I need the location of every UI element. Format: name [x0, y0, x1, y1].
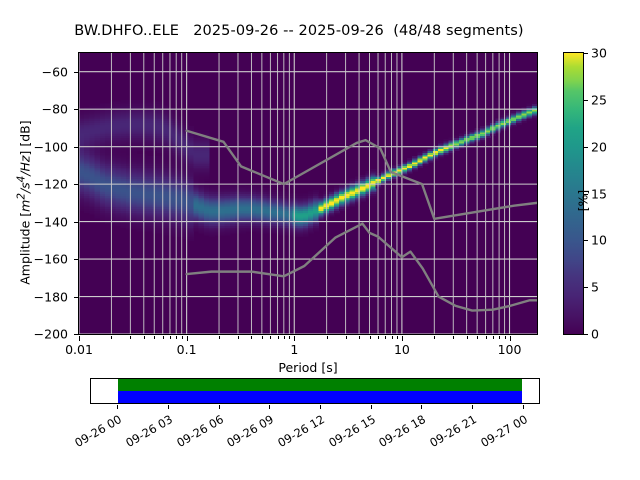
x-tick-mark — [485, 336, 487, 339]
x-tick-mark — [504, 336, 506, 339]
colorbar-tick-label: 0 — [591, 326, 599, 342]
timeline-tick-mark — [472, 405, 474, 409]
x-tick-mark — [359, 336, 361, 339]
colorbar-tick-label: 15 — [591, 186, 607, 201]
timeline-axes — [90, 378, 540, 404]
timeline-tick-mark — [117, 405, 118, 409]
timeline-tick-mark — [167, 405, 169, 409]
colorbar — [563, 52, 584, 335]
x-tick-mark — [289, 336, 291, 339]
x-tick-label: 1 — [290, 342, 299, 357]
x-tick-label: 0.01 — [65, 342, 93, 357]
colorbar-tick-label: 5 — [591, 279, 599, 295]
x-tick-mark — [111, 336, 113, 339]
x-tick-mark — [477, 336, 479, 339]
y-tick-label: −60 — [41, 64, 68, 80]
colorbar-tick-mark — [584, 287, 588, 289]
x-tick-mark — [154, 336, 156, 339]
y-tick-mark — [74, 221, 78, 223]
x-tick-mark — [453, 336, 455, 339]
y-tick-mark — [74, 334, 78, 335]
x-tick-mark — [434, 336, 436, 339]
x-tick-mark — [251, 336, 253, 339]
x-tick-mark — [170, 336, 171, 339]
x-tick-mark — [143, 336, 145, 339]
x-tick-mark — [378, 336, 379, 339]
data-coverage-blue — [117, 391, 522, 403]
ppsd-axes — [78, 52, 538, 335]
colorbar-tick-label: 10 — [591, 232, 607, 248]
x-tick-label: 10 — [393, 342, 410, 357]
colorbar-label: [%] — [575, 189, 591, 212]
colorbar-tick-mark — [584, 99, 588, 101]
data-coverage-green — [117, 379, 522, 391]
timeline-tick-mark — [421, 405, 423, 409]
x-tick-mark — [130, 336, 132, 339]
y-tick-mark — [74, 184, 78, 186]
colorbar-tick-label: 30 — [591, 45, 607, 61]
colorbar-tick-label: 25 — [591, 92, 607, 108]
y-tick-label: −100 — [33, 139, 68, 155]
colorbar-tick-mark — [584, 240, 588, 242]
x-axis-label: Period [s] — [278, 360, 338, 375]
x-tick-mark — [186, 336, 188, 341]
y-tick-label: −180 — [33, 289, 68, 304]
y-tick-mark — [74, 259, 78, 261]
ppsd-plot-canvas — [79, 53, 537, 334]
x-tick-mark — [401, 336, 403, 341]
timeline-tick-mark — [522, 405, 524, 409]
x-tick-mark — [219, 336, 220, 339]
y-tick-label: −140 — [33, 214, 68, 230]
x-tick-label: 100 — [497, 342, 522, 357]
y-tick-mark — [74, 296, 78, 298]
colorbar-tick-label: 20 — [591, 139, 607, 155]
y-tick-label: −200 — [33, 326, 68, 342]
x-tick-mark — [397, 336, 398, 339]
x-tick-mark — [466, 336, 468, 339]
colorbar-tick-mark — [584, 193, 588, 195]
x-tick-mark — [492, 336, 494, 339]
x-tick-mark — [283, 336, 285, 339]
y-tick-label: −120 — [33, 176, 68, 192]
x-tick-mark — [294, 336, 296, 341]
y-tick-label: −80 — [41, 101, 68, 117]
x-tick-mark — [79, 336, 80, 341]
y-tick-mark — [74, 146, 78, 148]
x-tick-mark — [277, 336, 279, 339]
x-tick-mark — [176, 336, 178, 339]
x-tick-label: 0.1 — [176, 342, 197, 357]
x-tick-mark — [270, 336, 272, 339]
y-tick-label: −160 — [33, 251, 68, 267]
x-tick-mark — [369, 336, 371, 339]
x-tick-mark — [261, 336, 263, 339]
colorbar-tick-mark — [584, 146, 588, 148]
x-tick-mark — [345, 336, 347, 339]
colorbar-tick-mark — [584, 334, 588, 335]
y-tick-mark — [74, 71, 78, 73]
y-axis-label: Amplitude [m2/s4/Hz] [dB] — [15, 120, 33, 285]
x-tick-mark — [238, 336, 239, 339]
x-tick-mark — [162, 336, 164, 339]
timeline-tick-mark — [218, 405, 220, 409]
x-tick-mark — [499, 336, 501, 339]
x-tick-mark — [326, 336, 328, 339]
figure-title: BW.DHFO..ELE 2025-09-26 -- 2025-09-26 (4… — [74, 23, 524, 39]
timeline-tick-mark — [370, 405, 372, 409]
timeline-tick-mark — [269, 405, 271, 409]
timeline-tick-mark — [319, 405, 321, 409]
y-tick-mark — [74, 109, 78, 111]
colorbar-tick-mark — [584, 53, 588, 54]
x-tick-mark — [509, 336, 511, 341]
x-tick-mark — [391, 336, 393, 339]
x-tick-mark — [181, 336, 183, 339]
x-tick-mark — [385, 336, 387, 339]
